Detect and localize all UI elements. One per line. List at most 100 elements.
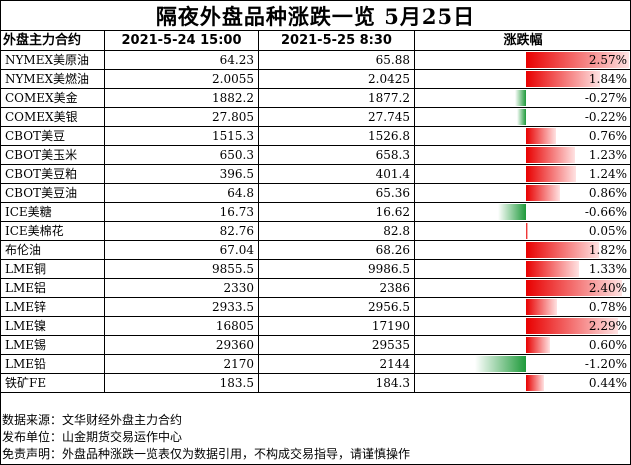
- contract-name: CBOT美豆油: [0, 183, 105, 203]
- prev-close-value: 2.0055: [104, 69, 259, 89]
- prev-close-value: 650.3: [104, 145, 259, 165]
- change-percent-label: 2.29%: [588, 319, 627, 333]
- change-cell: 2.57%: [414, 50, 631, 70]
- current-value: 27.745: [258, 107, 415, 127]
- disclaimer-note: 免责声明：外盘品种涨跌一览表仅为数据引用，不构成交易指导，请谨慎操作: [2, 447, 411, 461]
- table-row: 布伦油 67.04 68.26 1.82%: [0, 240, 631, 260]
- table-row: LME锡 29360 29535 0.60%: [0, 335, 631, 355]
- current-value: 65.88: [258, 50, 415, 70]
- change-percent-label: 0.76%: [588, 129, 627, 143]
- change-cell: 0.76%: [414, 126, 631, 146]
- change-bar-positive: [526, 147, 575, 163]
- change-cell: 0.05%: [414, 221, 631, 241]
- table-row: CBOT美豆 1515.3 1526.8 0.76%: [0, 126, 631, 146]
- prev-close-value: 29360: [104, 335, 259, 355]
- change-bar-positive: [526, 185, 560, 201]
- contract-name: NYMEX美燃油: [0, 69, 105, 89]
- current-value: 2.0425: [258, 69, 415, 89]
- change-cell: 0.86%: [414, 183, 631, 203]
- table-body: NYMEX美原油 64.23 65.88 2.57% NYMEX美燃油 2.0055 2.0…: [0, 50, 631, 393]
- contract-name: LME铅: [0, 354, 105, 374]
- contract-name: LME锌: [0, 297, 105, 317]
- current-value: 2144: [258, 354, 415, 374]
- change-bar-negative: [517, 109, 526, 125]
- table-row: LME镍 16805 17190 2.29%: [0, 316, 631, 336]
- contract-name: CBOT美豆粕: [0, 164, 105, 184]
- change-percent-label: -0.66%: [584, 205, 627, 219]
- change-bar-negative: [515, 90, 526, 106]
- change-bar-positive: [526, 223, 528, 239]
- data-source-note: 数据来源：文华财经外盘主力合约: [2, 413, 183, 427]
- prev-close-value: 2330: [104, 278, 259, 298]
- prev-close-value: 183.5: [104, 373, 259, 393]
- table-row: LME锌 2933.5 2956.5 0.78%: [0, 297, 631, 317]
- table-row: 铁矿FE 183.5 184.3 0.44%: [0, 373, 631, 393]
- change-bar-negative: [498, 204, 526, 220]
- current-value: 1877.2: [258, 88, 415, 108]
- prev-close-value: 396.5: [104, 164, 259, 184]
- change-cell: 1.82%: [414, 240, 631, 260]
- table-row: LME铜 9855.5 9986.5 1.33%: [0, 259, 631, 279]
- contract-name: ICE美棉花: [0, 221, 105, 241]
- change-cell: -0.27%: [414, 88, 631, 108]
- column-header-curr-time: 2021-5-25 8:30: [258, 30, 415, 51]
- current-value: 9986.5: [258, 259, 415, 279]
- contract-name: NYMEX美原油: [0, 50, 105, 70]
- column-header-contract: 外盘主力合约: [0, 30, 105, 51]
- prev-close-value: 1515.3: [104, 126, 259, 146]
- change-bar-positive: [526, 299, 557, 315]
- footer-notes: 数据来源：文华财经外盘主力合约 发布单位：山金期货交易运作中心 免责声明：外盘品…: [2, 412, 410, 463]
- change-percent-label: 0.44%: [588, 376, 627, 390]
- change-cell: 1.23%: [414, 145, 631, 165]
- change-bar-positive: [526, 280, 622, 296]
- prev-close-value: 16.73: [104, 202, 259, 222]
- change-bar-positive: [526, 337, 550, 353]
- change-percent-label: 0.78%: [588, 300, 627, 314]
- change-cell: 1.24%: [414, 164, 631, 184]
- contract-name: LME铜: [0, 259, 105, 279]
- column-header-change: 涨跌幅: [414, 30, 631, 51]
- current-value: 82.8: [258, 221, 415, 241]
- futures-table: 外盘主力合约 2021-5-24 15:00 2021-5-25 8:30 涨跌…: [0, 30, 631, 393]
- current-value: 17190: [258, 316, 415, 336]
- prev-close-value: 64.23: [104, 50, 259, 70]
- table-row: LME铅 2170 2144 -1.20%: [0, 354, 631, 374]
- contract-name: CBOT美玉米: [0, 145, 105, 165]
- change-cell: 1.33%: [414, 259, 631, 279]
- contract-name: LME镍: [0, 316, 105, 336]
- table-header-row: 外盘主力合约 2021-5-24 15:00 2021-5-25 8:30 涨跌…: [0, 30, 631, 51]
- change-bar-positive: [526, 242, 599, 258]
- prev-close-value: 82.76: [104, 221, 259, 241]
- prev-close-value: 9855.5: [104, 259, 259, 279]
- contract-name: ICE美糖: [0, 202, 105, 222]
- change-percent-label: 1.82%: [588, 243, 627, 257]
- change-cell: 2.29%: [414, 316, 631, 336]
- current-value: 1526.8: [258, 126, 415, 146]
- change-percent-label: 2.40%: [588, 281, 627, 295]
- change-percent-label: -1.20%: [584, 357, 627, 371]
- table-row: NYMEX美原油 64.23 65.88 2.57%: [0, 50, 631, 70]
- table-row: NYMEX美燃油 2.0055 2.0425 1.84%: [0, 69, 631, 89]
- change-cell: 0.78%: [414, 297, 631, 317]
- column-header-prev-time: 2021-5-24 15:00: [104, 30, 259, 51]
- change-percent-label: 1.33%: [588, 262, 627, 276]
- change-cell: -0.22%: [414, 107, 631, 127]
- publisher-note: 发布单位：山金期货交易运作中心: [2, 430, 183, 444]
- change-cell: 0.60%: [414, 335, 631, 355]
- page-title: 隔夜外盘品种涨跌一览 5月25日: [0, 0, 631, 31]
- change-bar-positive: [526, 166, 576, 182]
- current-value: 65.36: [258, 183, 415, 203]
- contract-name: COMEX美金: [0, 88, 105, 108]
- prev-close-value: 64.8: [104, 183, 259, 203]
- contract-name: 铁矿FE: [0, 373, 105, 393]
- contract-name: LME铝: [0, 278, 105, 298]
- change-percent-label: 0.60%: [588, 338, 627, 352]
- change-percent-label: 0.86%: [588, 186, 627, 200]
- prev-close-value: 2170: [104, 354, 259, 374]
- contract-name: COMEX美银: [0, 107, 105, 127]
- current-value: 184.3: [258, 373, 415, 393]
- change-bar-positive: [526, 261, 579, 277]
- change-bar-positive: [526, 71, 600, 87]
- current-value: 401.4: [258, 164, 415, 184]
- current-value: 2956.5: [258, 297, 415, 317]
